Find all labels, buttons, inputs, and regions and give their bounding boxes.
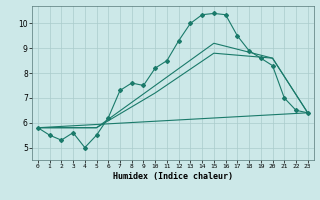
X-axis label: Humidex (Indice chaleur): Humidex (Indice chaleur) <box>113 172 233 181</box>
